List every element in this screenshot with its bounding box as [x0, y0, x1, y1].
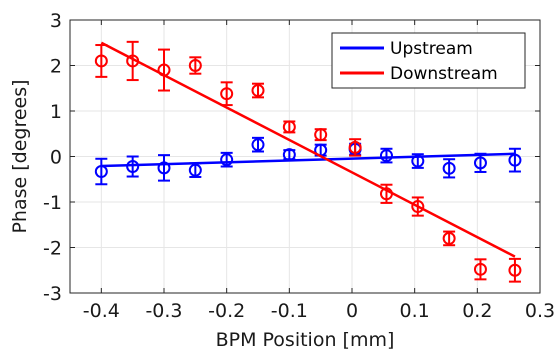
data-point-upstream — [411, 154, 425, 168]
series-downstream — [94, 40, 522, 283]
y-axis-label: Phase [degrees] — [9, 79, 31, 233]
data-point-upstream — [220, 153, 234, 167]
x-tick-label: -0.3 — [145, 300, 182, 322]
x-tick-label: 0.3 — [525, 300, 555, 322]
data-point-downstream — [348, 140, 362, 154]
x-tick-label: 0.1 — [400, 300, 430, 322]
y-tick-label: 3 — [50, 10, 62, 32]
data-point-upstream — [157, 161, 171, 175]
series-layer — [94, 40, 522, 283]
data-point-upstream — [379, 149, 393, 163]
data-point-upstream — [282, 148, 296, 162]
series-upstream — [94, 136, 522, 186]
data-point-downstream — [473, 262, 487, 276]
y-tick-label: 2 — [50, 56, 62, 78]
x-tick-label: 0.2 — [462, 300, 492, 322]
data-point-upstream — [442, 161, 456, 175]
data-point-downstream — [157, 63, 171, 77]
data-point-upstream — [188, 163, 202, 177]
data-point-upstream — [473, 156, 487, 170]
y-tick-label: -2 — [43, 238, 62, 260]
legend: Upstream Downstream — [331, 32, 526, 89]
data-point-downstream — [188, 59, 202, 72]
data-point-downstream — [314, 128, 328, 142]
x-tick-label: -0.2 — [208, 300, 245, 322]
data-point-downstream — [442, 231, 456, 245]
y-tick-label: 1 — [50, 101, 62, 123]
data-point-downstream — [126, 54, 140, 68]
y-tick-label: -3 — [43, 283, 62, 305]
data-point-upstream — [94, 165, 108, 179]
x-tick-label: -0.4 — [83, 300, 120, 322]
y-tick-label: 0 — [50, 147, 62, 169]
fit-line-downstream — [100, 41, 516, 258]
data-point-downstream — [251, 84, 265, 98]
data-point-upstream — [508, 153, 522, 167]
data-point-downstream — [282, 120, 296, 134]
axes: -0.4 -0.3 -0.2 -0.1 0 0.1 0.2 0.3 -3 -2 -1 0 1 2 3 — [43, 10, 555, 322]
data-point-downstream — [94, 54, 108, 68]
x-axis-label: BPM Position [mm] — [216, 329, 395, 351]
data-point-downstream — [411, 200, 425, 214]
x-tick-label: -0.1 — [271, 300, 308, 322]
fit-line-upstream — [101, 152, 515, 168]
data-point-downstream — [220, 87, 234, 101]
legend-box — [331, 32, 526, 89]
data-point-downstream — [379, 187, 393, 201]
legend-label-upstream: Upstream — [390, 39, 473, 59]
y-tick-label: -1 — [43, 192, 62, 214]
data-point-downstream — [508, 263, 522, 277]
x-tick-label: 0 — [346, 300, 358, 322]
data-point-upstream — [251, 138, 265, 152]
legend-label-downstream: Downstream — [390, 64, 498, 84]
data-point-upstream — [126, 160, 140, 174]
